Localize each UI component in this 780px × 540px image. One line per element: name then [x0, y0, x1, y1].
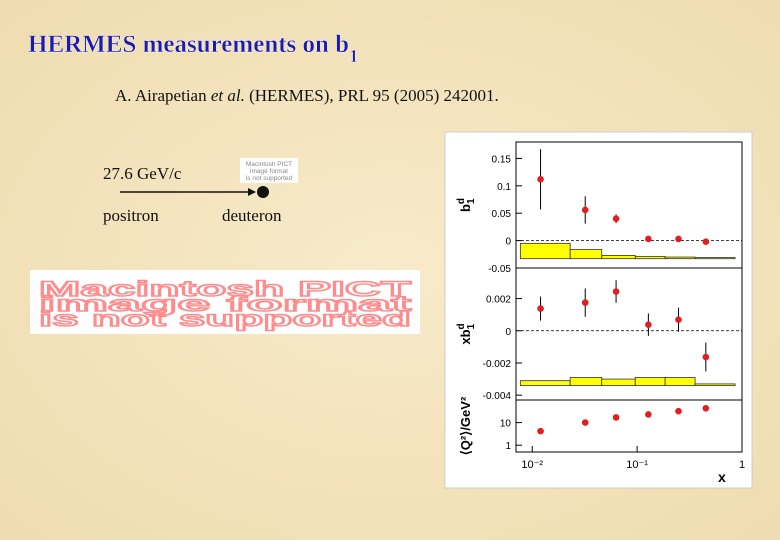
- y-label-base: b: [458, 204, 473, 212]
- y-tick-label: 0.15: [492, 154, 512, 165]
- data-point: [702, 404, 710, 412]
- data-point: [581, 419, 589, 426]
- y-tick-label: 1: [505, 441, 511, 452]
- x-tick-label: 10⁻¹: [626, 459, 648, 471]
- pict-small-line: image format: [250, 168, 288, 175]
- systematic-band: [569, 377, 603, 386]
- slide-title: HERMES measurements on b1: [28, 31, 358, 66]
- data-point: [675, 316, 682, 323]
- plot-frame: [444, 131, 753, 489]
- x-tick-label: 1: [739, 459, 745, 471]
- pict-large-box: [30, 270, 420, 334]
- citation-rest: (HERMES), PRL 95 (2005) 242001.: [245, 86, 499, 105]
- data-point: [537, 427, 544, 435]
- y-label-sup: d: [456, 323, 467, 329]
- title-subscript: 1: [349, 46, 358, 66]
- citation-authors: A. Airapetian: [115, 86, 211, 105]
- data-point: [581, 299, 589, 306]
- data-point: [675, 407, 682, 415]
- y-tick-label: -0.05: [488, 264, 511, 275]
- y-label-sup: d: [456, 198, 467, 204]
- y-axis-label: bd1: [456, 198, 477, 212]
- y-tick-label: 0.05: [492, 209, 512, 220]
- y-tick-label: -0.002: [483, 359, 512, 370]
- data-point: [645, 235, 652, 243]
- systematic-band: [694, 257, 736, 260]
- x-tick-label: 10⁻²: [521, 459, 543, 471]
- pict-small-box: [240, 158, 298, 183]
- citation-et-al: et al.: [211, 86, 245, 105]
- pict-small-line: is not supported: [246, 175, 293, 182]
- data-point: [702, 238, 710, 246]
- data-point: [612, 288, 620, 295]
- data-point: [675, 235, 682, 243]
- data-point: [537, 175, 544, 183]
- pict-large-line: Macintosh PICT: [39, 278, 411, 301]
- y-label-sub: 1: [466, 198, 477, 204]
- data-point: [537, 305, 544, 312]
- systematic-band: [601, 378, 636, 386]
- x-axis-label: x: [718, 469, 726, 485]
- systematic-band: [569, 248, 603, 260]
- projectile-label: positron: [103, 206, 159, 225]
- data-point: [645, 321, 652, 328]
- arrow-head: [248, 188, 256, 196]
- data-point: [702, 353, 710, 361]
- data-point: [612, 414, 620, 421]
- systematic-band: [694, 383, 736, 386]
- target-dot: [257, 186, 269, 198]
- y-tick-label: 10: [500, 419, 512, 430]
- pict-small-line: Macintosh PICT: [246, 161, 292, 168]
- systematic-band: [601, 254, 636, 260]
- citation: A. Airapetian et al. (HERMES), PRL 95 (2…: [115, 86, 499, 105]
- y-axis-label: xbd1: [456, 323, 477, 344]
- data-point: [612, 215, 620, 222]
- target-label: deuteron: [222, 206, 282, 225]
- plots: bd1-0.0500.050.10.15xbd1-0.004-0.00200.0…: [456, 141, 745, 485]
- y-tick-label: 0: [505, 237, 511, 248]
- y-label-sub: 1: [466, 323, 477, 329]
- y-axis-label: ⟨Q²⟩/GeV²: [458, 396, 473, 455]
- beam-energy: 27.6 GeV/c: [103, 164, 182, 183]
- pict-large-line: image format: [39, 293, 411, 316]
- systematic-band: [519, 380, 571, 386]
- y-tick-label: 0.1: [497, 182, 511, 193]
- y-label-base: xb: [458, 329, 473, 344]
- systematic-band: [634, 377, 666, 386]
- y-tick-label: -0.004: [483, 391, 512, 402]
- data-point: [581, 206, 589, 214]
- systematic-band: [634, 256, 666, 260]
- y-tick-label: 0: [505, 327, 511, 338]
- systematic-band: [519, 242, 571, 260]
- title-main: HERMES measurements on b: [28, 31, 349, 58]
- systematic-band: [664, 256, 696, 260]
- panel-frame: [515, 399, 743, 453]
- y-tick-label: 0.002: [486, 295, 511, 306]
- systematic-band: [664, 377, 696, 386]
- data-point: [645, 411, 652, 418]
- pict-large-line: is not supported: [39, 308, 411, 331]
